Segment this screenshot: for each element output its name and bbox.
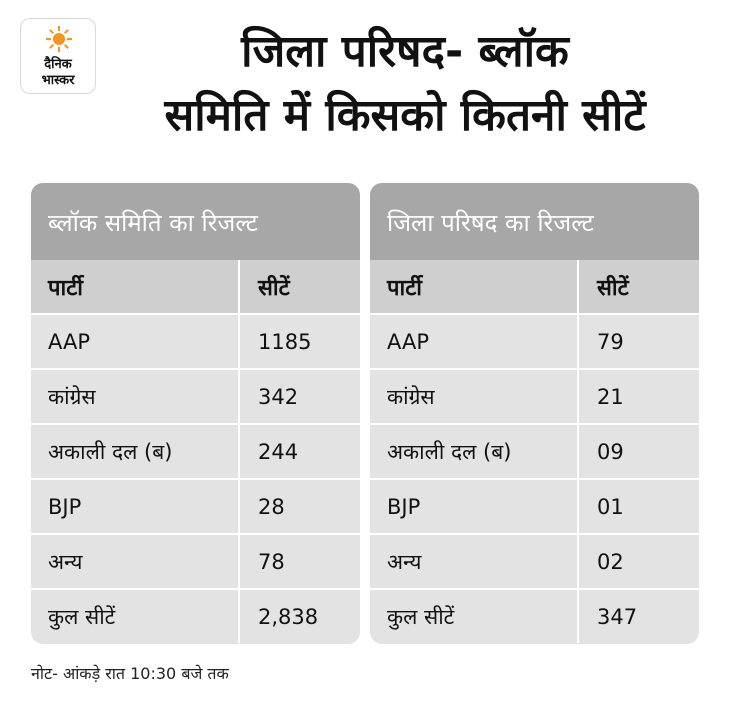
party-cell: BJP (31, 480, 240, 533)
block-samiti-table: ब्लॉक समिति का रिजल्ट पार्टी सीटें AAP 1… (31, 183, 360, 644)
table-row: कांग्रेस 342 (31, 368, 360, 423)
seats-cell: 79 (597, 329, 624, 354)
table-row-total: कुल सीटें 2,838 (31, 588, 360, 643)
table-row: BJP 28 (31, 478, 360, 533)
column-seats: सीटें (258, 275, 290, 301)
dainik-bhaskar-logo: दैनिक भास्कर (20, 18, 96, 94)
logo-text-line2: भास्कर (41, 73, 75, 88)
table-row: AAP 79 (370, 313, 699, 368)
party-cell: BJP (370, 480, 579, 533)
table-row: अकाली दल (ब) 09 (370, 423, 699, 478)
seats-cell: 342 (258, 384, 299, 409)
party-cell: अकाली दल (ब) (370, 425, 579, 478)
block-samiti-column-header: पार्टी सीटें (31, 260, 360, 313)
footnote: नोट- आंकड़े रात 10:30 बजे तक (31, 664, 229, 683)
seats-cell: 09 (597, 439, 624, 464)
party-cell: अन्य (370, 535, 579, 588)
sun-icon (46, 26, 72, 52)
table-row: अन्य 78 (31, 533, 360, 588)
seats-cell: 01 (597, 494, 624, 519)
table-row: अकाली दल (ब) 244 (31, 423, 360, 478)
party-cell: कुल सीटें (370, 590, 579, 643)
seats-cell: 28 (258, 494, 285, 519)
party-cell: AAP (370, 315, 579, 368)
party-cell: कांग्रेस (31, 370, 240, 423)
party-cell: कुल सीटें (31, 590, 240, 643)
title-line-2: समिति में किसको कितनी सीटें (164, 90, 646, 141)
column-seats: सीटें (597, 275, 629, 301)
page-title: जिला परिषद- ब्लॉक समिति में किसको कितनी … (100, 20, 710, 148)
seats-cell: 02 (597, 549, 624, 574)
seats-cell: 78 (258, 549, 285, 574)
zila-parishad-heading: जिला परिषद का रिजल्ट (370, 183, 699, 260)
block-samiti-heading: ब्लॉक समिति का रिजल्ट (31, 183, 360, 260)
column-party: पार्टी (370, 260, 579, 313)
table-row: AAP 1185 (31, 313, 360, 368)
party-cell: AAP (31, 315, 240, 368)
column-party: पार्टी (31, 260, 240, 313)
seats-cell: 1185 (258, 329, 312, 354)
table-row: अन्य 02 (370, 533, 699, 588)
party-cell: अन्य (31, 535, 240, 588)
zila-parishad-column-header: पार्टी सीटें (370, 260, 699, 313)
party-cell: कांग्रेस (370, 370, 579, 423)
table-row: कांग्रेस 21 (370, 368, 699, 423)
zila-parishad-table: जिला परिषद का रिजल्ट पार्टी सीटें AAP 79… (370, 183, 699, 644)
seats-cell: 347 (597, 604, 638, 629)
table-row-total: कुल सीटें 347 (370, 588, 699, 643)
logo-text-line1: दैनिक (44, 57, 72, 72)
party-cell: अकाली दल (ब) (31, 425, 240, 478)
seats-cell: 21 (597, 384, 624, 409)
title-line-1: जिला परिषद- ब्लॉक (241, 26, 569, 77)
seats-cell: 2,838 (258, 604, 319, 629)
seats-cell: 244 (258, 439, 299, 464)
table-row: BJP 01 (370, 478, 699, 533)
